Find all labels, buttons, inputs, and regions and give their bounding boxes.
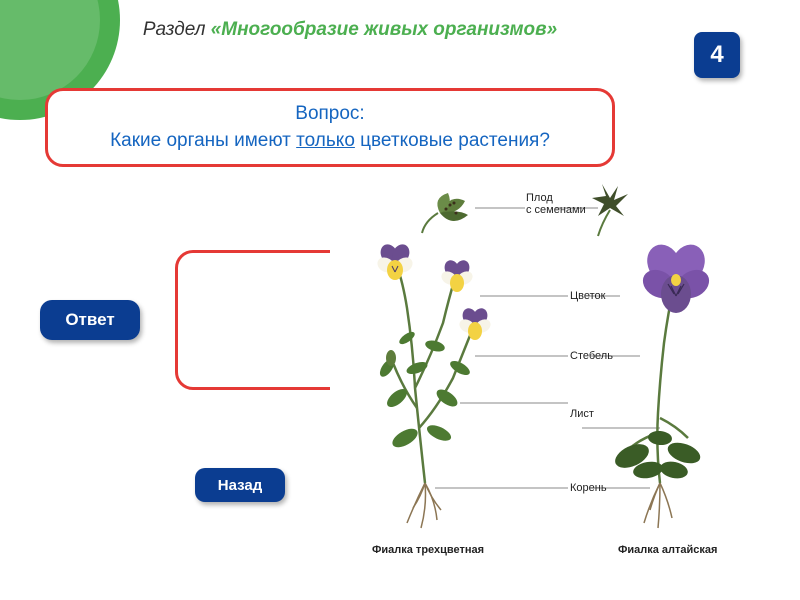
slide-number-badge: 4: [694, 32, 740, 78]
caption-left: Фиалка трехцветная: [372, 544, 484, 556]
back-button[interactable]: Назад: [195, 468, 285, 502]
back-button-label: Назад: [218, 477, 262, 494]
label-fruit: Плод с семенами: [526, 192, 586, 216]
answer-button-label: Ответ: [65, 310, 114, 330]
section-label: Раздел: [143, 19, 211, 40]
caption-right: Фиалка алтайская: [618, 544, 717, 556]
question-box: Вопрос: Какие органы имеют только цветко…: [45, 88, 615, 167]
plant-diagram: Плод с семенами Цветок Стебель Лист Коре…: [330, 178, 760, 568]
label-flower: Цветок: [570, 290, 605, 302]
slide-number: 4: [710, 41, 723, 69]
label-stem: Стебель: [570, 350, 613, 362]
question-text: Какие органы имеют только цветковые раст…: [66, 128, 594, 155]
label-root: Корень: [570, 482, 607, 494]
label-leaf: Лист: [570, 408, 594, 420]
section-title: Раздел «Многообразие живых организмов»: [130, 18, 570, 43]
answer-button[interactable]: Ответ: [40, 300, 140, 340]
section-name: «Многообразие живых организмов»: [211, 19, 557, 40]
question-prefix: Вопрос:: [66, 101, 594, 128]
